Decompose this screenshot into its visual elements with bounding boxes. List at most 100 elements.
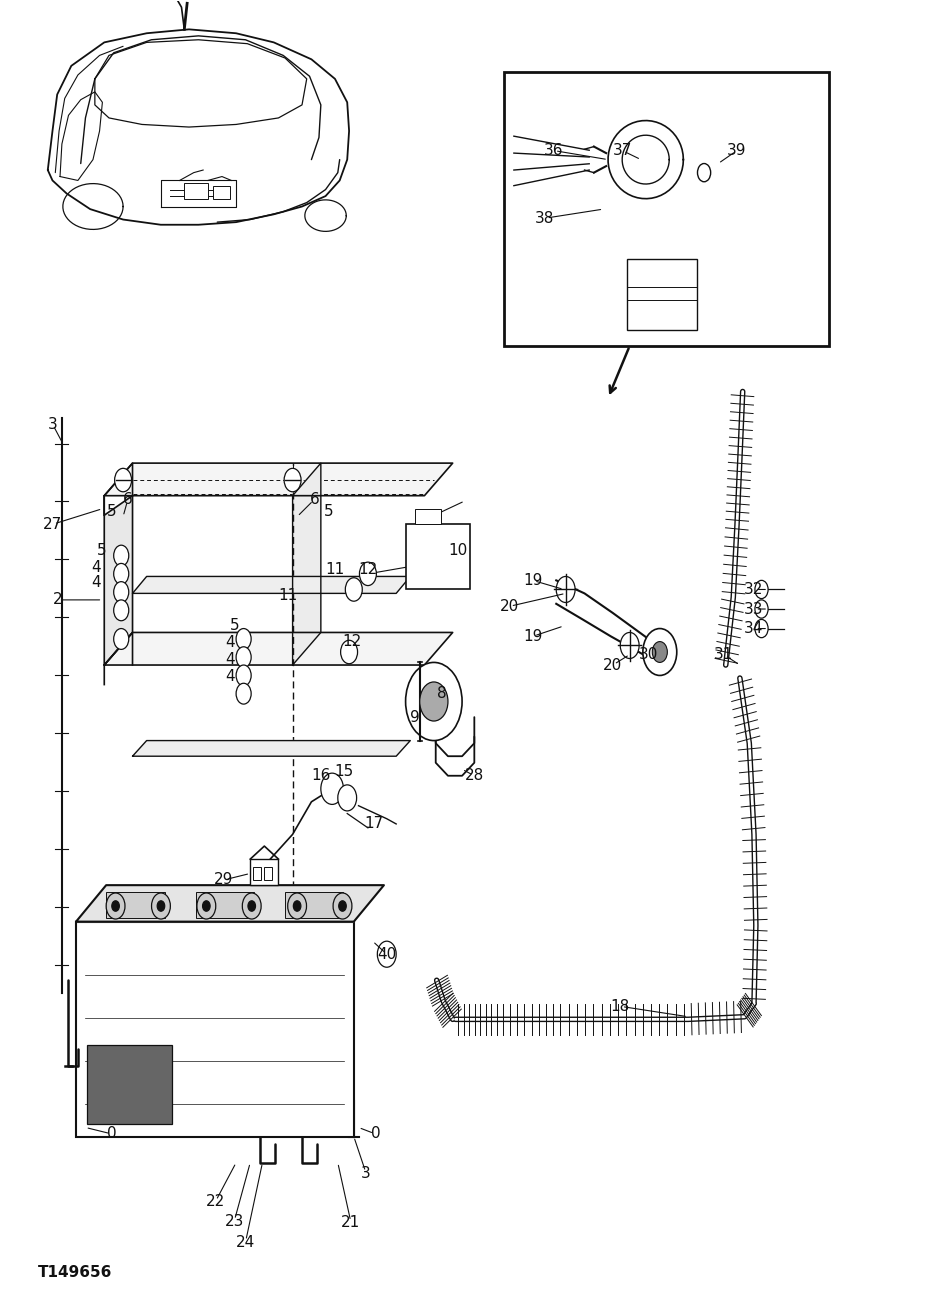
Bar	[405, 524, 470, 589]
Text: 8: 8	[437, 686, 446, 702]
Circle shape	[114, 563, 129, 584]
Text: 6: 6	[309, 492, 319, 507]
Circle shape	[284, 468, 301, 492]
Bar	[415, 509, 441, 524]
Text: 5: 5	[323, 503, 333, 519]
Text: 4: 4	[225, 635, 235, 651]
Text: 34: 34	[744, 621, 764, 636]
Text: 20: 20	[500, 599, 519, 614]
Circle shape	[345, 578, 362, 601]
Text: 32: 32	[744, 582, 764, 597]
Text: 9: 9	[410, 709, 420, 725]
Circle shape	[197, 893, 216, 919]
Polygon shape	[105, 463, 453, 496]
Circle shape	[321, 773, 343, 805]
Text: 20: 20	[604, 657, 622, 673]
Circle shape	[288, 893, 306, 919]
Bar	[88, 1046, 172, 1124]
Text: 5: 5	[229, 618, 239, 634]
Polygon shape	[105, 632, 453, 665]
Text: 6: 6	[123, 492, 133, 507]
Text: 3: 3	[47, 416, 58, 432]
Text: 4: 4	[225, 652, 235, 668]
Text: 40: 40	[377, 947, 396, 962]
Bar	[285, 892, 343, 918]
Circle shape	[236, 647, 251, 668]
Text: 23: 23	[224, 1214, 244, 1228]
Bar	[264, 867, 272, 880]
Circle shape	[359, 562, 376, 585]
Circle shape	[755, 600, 769, 618]
Circle shape	[152, 893, 171, 919]
Circle shape	[115, 468, 132, 492]
Polygon shape	[133, 576, 410, 593]
Circle shape	[333, 893, 352, 919]
Text: 33: 33	[744, 601, 764, 617]
Circle shape	[248, 901, 256, 911]
Bar	[107, 892, 164, 918]
Text: 5: 5	[96, 542, 107, 558]
Text: 19: 19	[523, 572, 542, 588]
Circle shape	[405, 662, 462, 741]
Circle shape	[339, 901, 346, 911]
Text: 37: 37	[612, 143, 632, 158]
Text: 11: 11	[278, 588, 297, 604]
Polygon shape	[133, 741, 410, 756]
Text: 0: 0	[371, 1127, 380, 1141]
Text: 10: 10	[449, 542, 468, 558]
Circle shape	[114, 545, 129, 566]
Circle shape	[114, 600, 129, 621]
Bar	[212, 185, 229, 198]
Text: 15: 15	[334, 764, 353, 780]
Text: 30: 30	[638, 647, 658, 662]
Text: 4: 4	[91, 575, 101, 591]
Circle shape	[236, 683, 251, 704]
Circle shape	[653, 642, 668, 662]
Text: 12: 12	[358, 562, 377, 578]
Text: 5: 5	[107, 503, 117, 519]
Bar	[184, 183, 207, 198]
Text: 27: 27	[42, 516, 62, 532]
Text: 31: 31	[714, 647, 734, 662]
Bar	[195, 892, 254, 918]
Text: 3: 3	[361, 1166, 371, 1180]
Circle shape	[698, 163, 711, 181]
Circle shape	[157, 901, 165, 911]
Text: 18: 18	[611, 999, 630, 1013]
Circle shape	[236, 665, 251, 686]
Text: 0: 0	[107, 1127, 117, 1141]
Text: 22: 22	[206, 1194, 225, 1209]
Circle shape	[420, 682, 448, 721]
Bar	[76, 922, 354, 1137]
Text: 38: 38	[536, 211, 554, 226]
Circle shape	[643, 629, 677, 675]
Circle shape	[340, 640, 357, 664]
Text: 29: 29	[214, 872, 234, 888]
Circle shape	[236, 629, 251, 649]
Circle shape	[242, 893, 261, 919]
Circle shape	[293, 901, 301, 911]
Text: 2: 2	[53, 592, 62, 608]
Text: 24: 24	[236, 1235, 256, 1249]
Text: 21: 21	[341, 1215, 360, 1230]
Circle shape	[620, 632, 639, 659]
Text: 39: 39	[727, 143, 747, 158]
Text: 16: 16	[311, 768, 331, 784]
Text: 4: 4	[225, 669, 235, 685]
Polygon shape	[105, 496, 133, 665]
Text: 36: 36	[544, 143, 563, 158]
Circle shape	[203, 901, 210, 911]
Text: 11: 11	[325, 562, 344, 578]
Polygon shape	[292, 463, 321, 665]
Text: T149656: T149656	[39, 1265, 113, 1279]
Text: 19: 19	[523, 629, 542, 644]
Polygon shape	[76, 885, 384, 922]
Bar	[250, 859, 278, 885]
Circle shape	[114, 629, 129, 649]
Bar	[505, 72, 829, 346]
Bar	[253, 867, 260, 880]
Circle shape	[377, 941, 396, 968]
Circle shape	[556, 576, 575, 602]
Bar	[627, 258, 698, 330]
Circle shape	[755, 619, 769, 638]
